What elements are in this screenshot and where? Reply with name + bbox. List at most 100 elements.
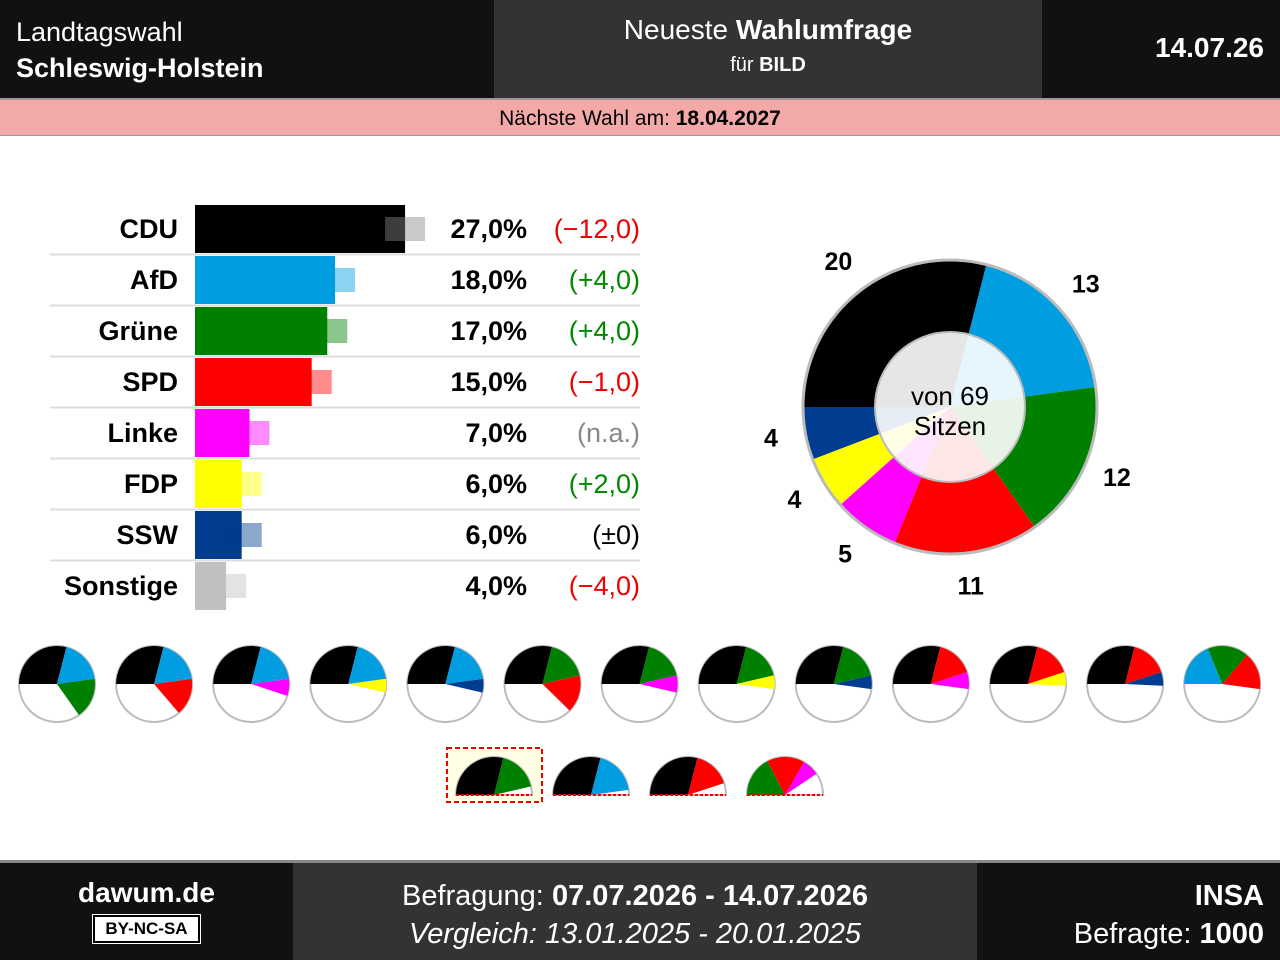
mini-pie-segment [698,645,747,684]
bar [195,256,336,304]
mini-pie-segment [19,646,67,684]
bar [195,460,242,508]
mini-pie-segment [639,647,677,684]
party-label: Grüne [98,316,178,346]
bar-ghost [307,319,348,343]
mini-pie-segment [767,757,804,795]
mini-pie-segment [310,645,358,684]
mini-pie-segment [892,645,941,684]
footer-center: Befragung: 07.07.2026 - 14.07.2026 Vergl… [293,860,977,960]
mini-pie-segment [601,646,650,684]
header-center: Neueste Wahlumfrage für BILD [494,0,1042,98]
mini-pie-segment [1028,672,1066,686]
value-label: 7,0% [465,418,527,448]
value-label: 6,0% [465,469,527,499]
mini-pie-segment [1184,648,1223,684]
client-line: für BILD [494,54,1042,77]
change-label: (+2,0) [569,469,640,499]
site[interactable]: dawum.de [78,877,215,908]
bar [195,511,242,559]
mini-pie-segment [553,757,601,795]
election: Landtagswahl [16,17,183,47]
mini-pie-segment [251,647,289,684]
mini-pie-segment [251,678,290,696]
mini-pie-segment [1125,672,1164,686]
next-election: Nächste Wahl am: 18.04.2027 [0,98,1280,136]
bar-ghost [206,574,247,598]
mini-pie-segment [833,647,871,684]
bar [195,562,227,610]
mini-pie-segment [1222,655,1261,690]
period: 07.07.2026 - 14.07.2026 [551,880,868,912]
mini-pie-segment [930,647,967,684]
mini-pie-segment [1207,646,1247,684]
mini-pie-segment [795,645,844,684]
footer-right: INSA Befragte: 1000 [977,860,1280,960]
period-label: Befragung: [401,880,544,912]
respondents-line: Befragte: 1000 [993,915,1264,953]
mini-pie-segment [990,646,1038,684]
party-label: SSW [116,520,178,550]
bar [195,205,406,253]
bar-ghost [221,523,262,547]
mini-pie-segment [688,758,725,795]
mini-pie-segment [445,647,484,684]
respondents-label: Befragte: [1073,918,1192,950]
value-label: 15,0% [450,367,527,397]
seat-label: 4 [788,486,802,514]
center-label: von 69 [911,381,989,411]
bar-ghost [291,370,332,394]
mini-pie-segment [213,646,261,684]
change-label: (+4,0) [569,316,640,346]
change-label: (+4,0) [569,265,640,295]
mini-pie-segment [348,647,386,684]
bar-ghost [385,217,426,241]
license[interactable]: BY-NC-SA [92,914,201,944]
mini-pie-segment [407,646,455,684]
seat-label: 11 [957,572,984,600]
party-label: FDP [124,469,178,499]
mini-pie-segment [650,757,698,795]
mini-pie-segment [456,757,504,795]
next-date: 18.04.2027 [675,107,781,130]
bar [195,307,328,355]
party-label: CDU [120,214,179,244]
center-label: Sitzen [914,411,986,441]
party-label: AfD [130,265,178,295]
mini-pie-segment [639,675,678,693]
seat-label: 13 [1072,270,1100,298]
seat-label: 20 [824,248,852,276]
mini-pie-segment [747,761,785,795]
party-label: Sonstige [64,571,178,601]
value-label: 18,0% [450,265,527,295]
mini-pie-segment [348,678,387,693]
donut-outline [801,258,1099,556]
mini-pie-segment [154,647,192,684]
period-line: Befragung: 07.07.2026 - 14.07.2026 [293,877,977,915]
mini-pie-segment [542,647,580,684]
change-label: (−12,0) [554,214,640,244]
mini-pie-segment [591,758,629,795]
title-pre: Neueste [623,14,729,45]
header-left: Landtagswahl Schleswig-Holstein [0,0,494,98]
bar [195,358,312,406]
footer-left: dawum.de BY-NC-SA [0,860,293,960]
bar [195,409,250,457]
mini-pie-segment [116,646,164,684]
seat-label: 4 [764,425,778,453]
mini-pie-segment [1125,647,1162,684]
mini-pie-segment [445,678,484,693]
bar-ghost [221,472,262,496]
mini-pie-segment [833,675,872,690]
value-label: 6,0% [465,520,527,550]
seat-label: 5 [838,540,852,568]
mini-pie-segment [1028,647,1065,684]
title-bold: Wahlumfrage [735,14,913,45]
mini-pie-segment [930,672,969,690]
comparison: Vergleich: 13.01.2025 - 20.01.2025 [409,918,861,950]
header-date: 14.07.26 [1042,0,1280,98]
client: BILD [759,54,806,76]
next-label: Nächste Wahl am: [499,107,670,130]
